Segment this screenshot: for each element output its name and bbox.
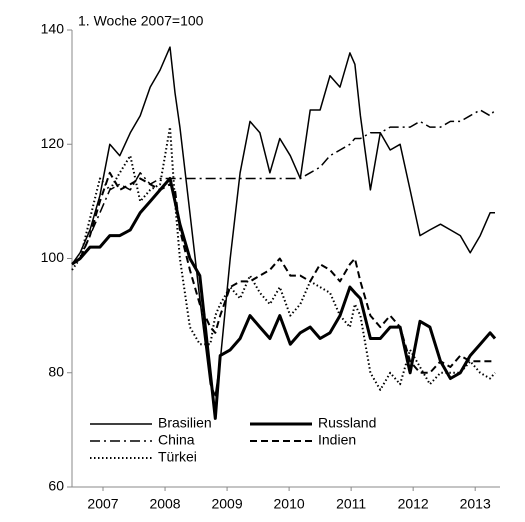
x-tick-label: 2013 xyxy=(460,496,491,512)
annotation: 1. Woche 2007=100 xyxy=(78,13,204,29)
line-series xyxy=(71,177,497,420)
y-tick-label: 80 xyxy=(48,363,64,379)
y-tick-label: 100 xyxy=(41,249,65,265)
legend-label: China xyxy=(158,432,195,448)
x-tick-label: 2011 xyxy=(336,496,366,512)
line-series xyxy=(71,171,495,374)
legend-label: Brasilien xyxy=(158,415,212,431)
x-tick-label: 2008 xyxy=(149,496,180,512)
y-tick-label: 120 xyxy=(41,135,65,151)
x-tick-label: 2012 xyxy=(398,496,429,512)
x-tick-label: 2010 xyxy=(274,496,305,512)
line-series xyxy=(71,109,496,265)
x-tick-label: 2009 xyxy=(211,496,242,512)
legend-label: Russland xyxy=(318,415,376,431)
x-tick-label: 2007 xyxy=(87,496,118,512)
legend-label: Türkei xyxy=(158,449,197,465)
line-series xyxy=(71,126,496,391)
legend-label: Indien xyxy=(318,432,356,448)
line-series xyxy=(71,46,495,397)
y-tick-label: 60 xyxy=(48,478,64,494)
y-tick-label: 140 xyxy=(41,21,65,37)
